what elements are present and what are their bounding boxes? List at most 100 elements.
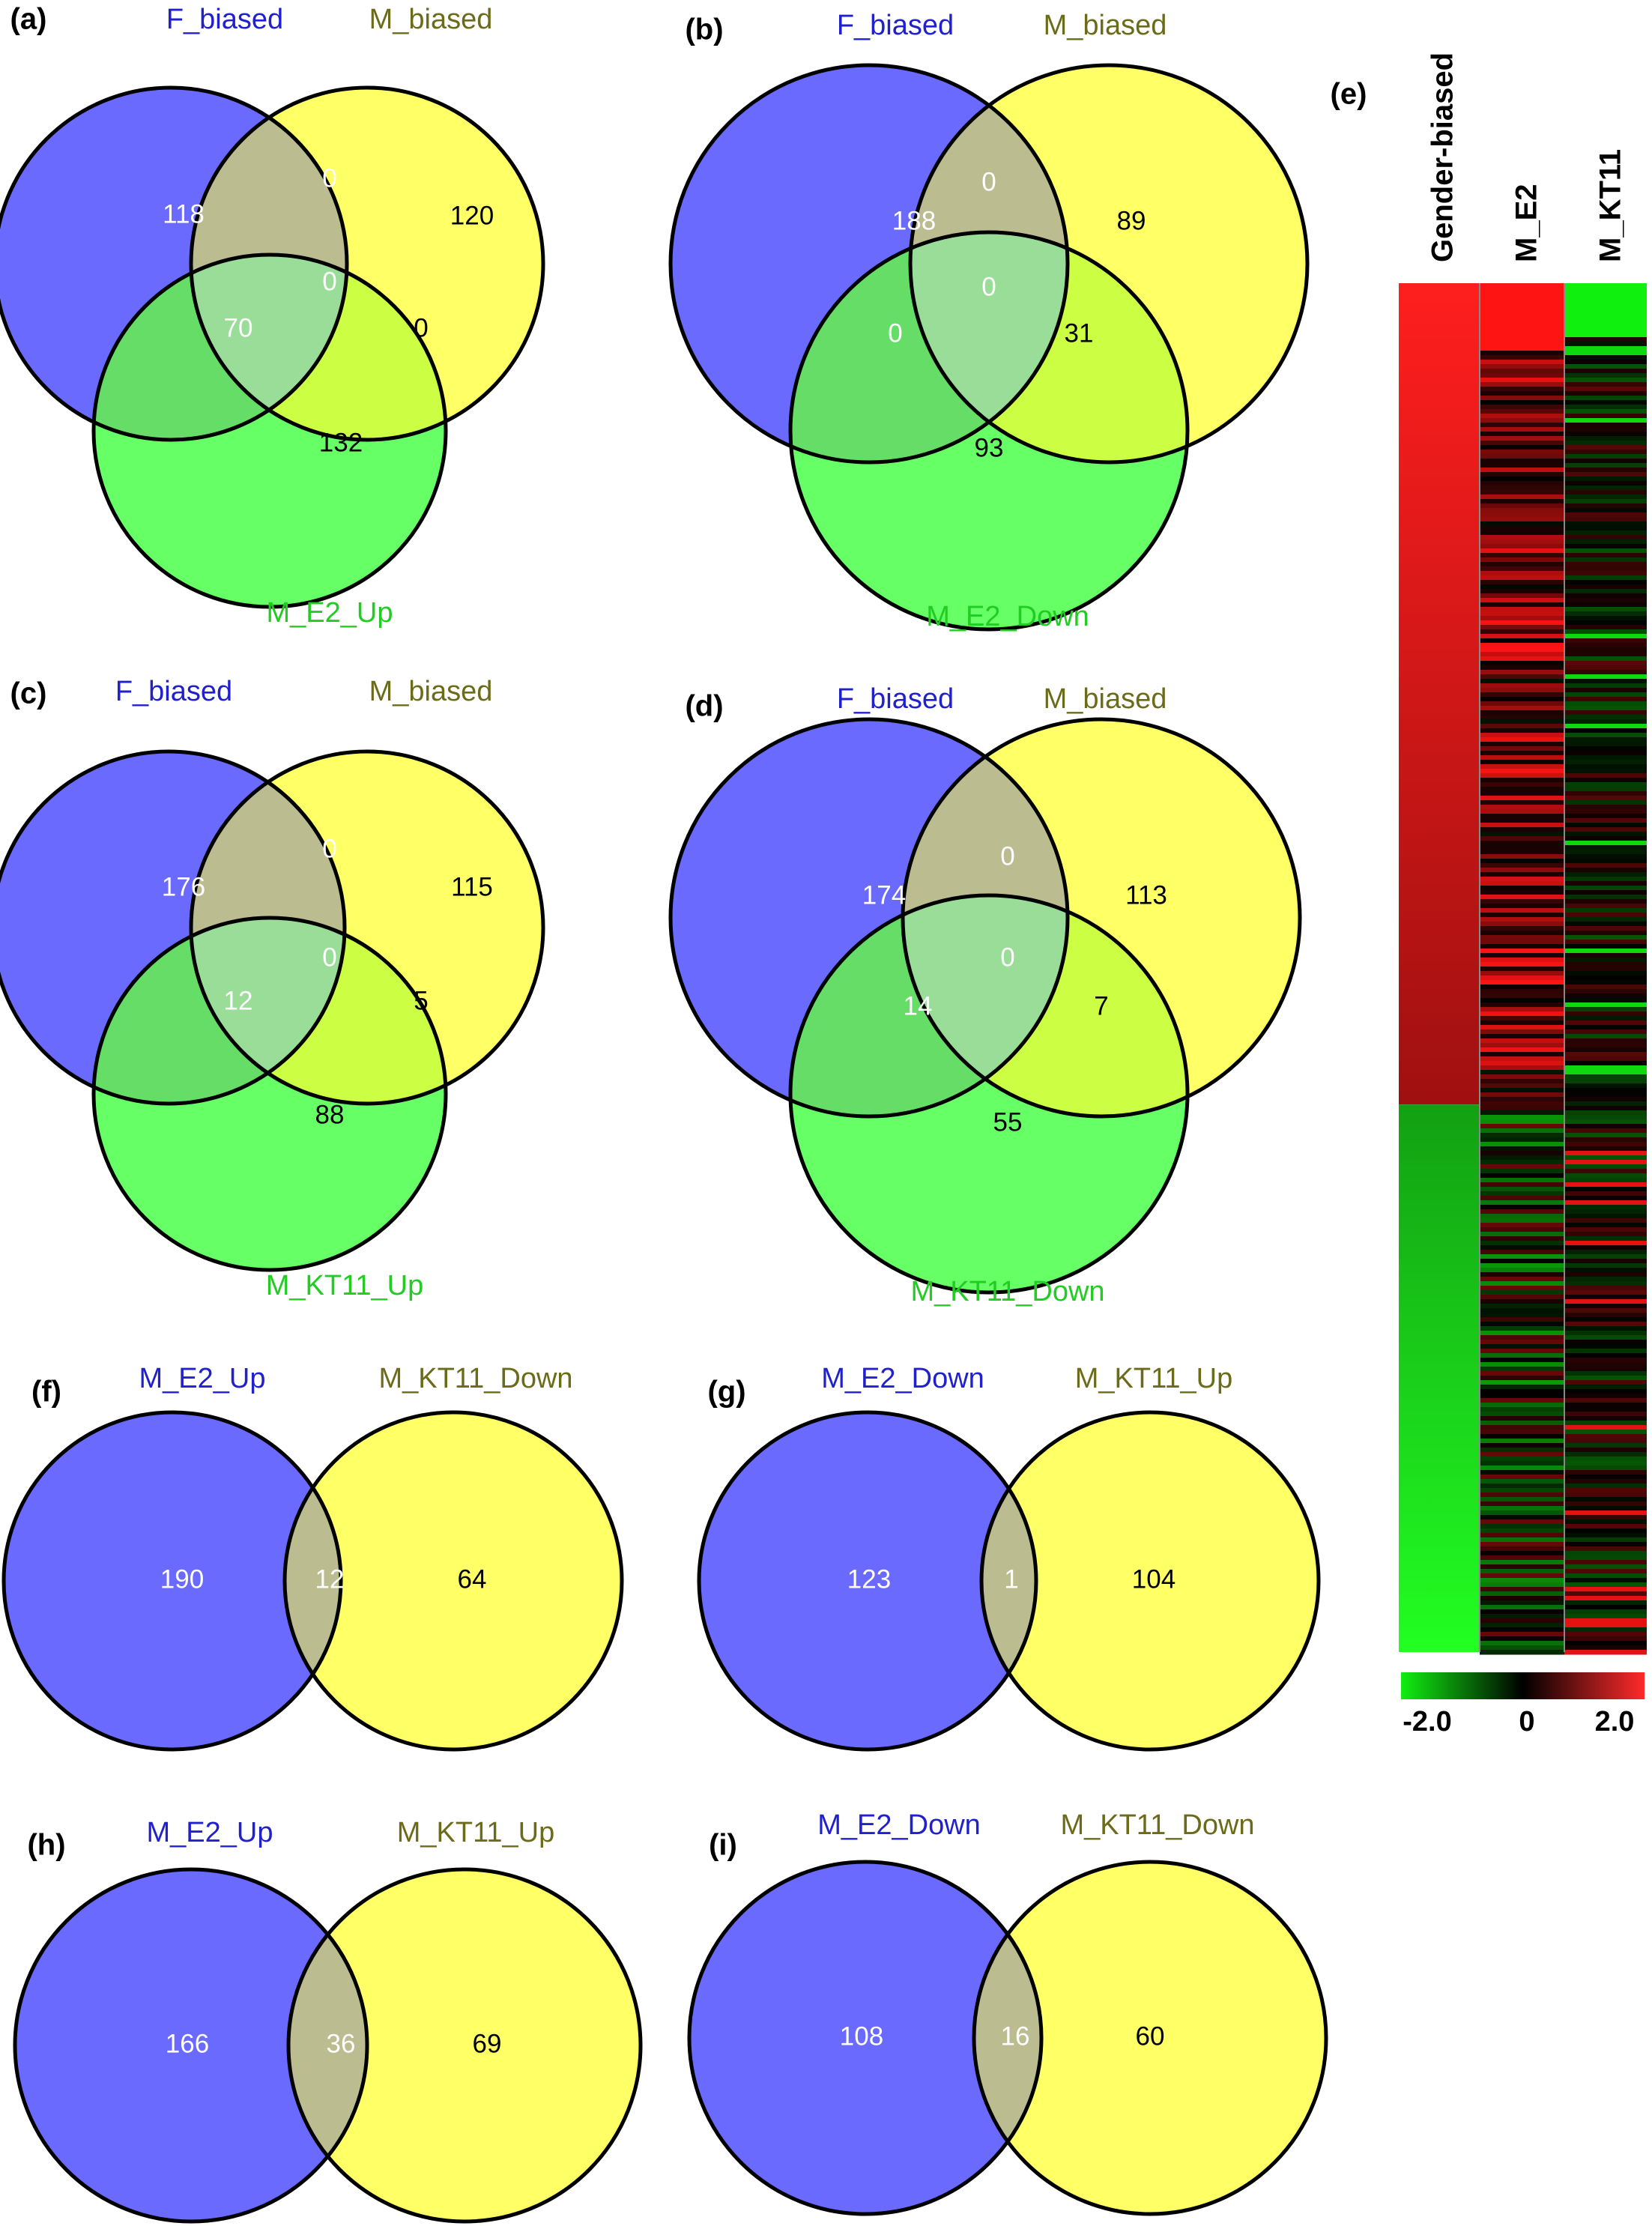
- heatmap-cell: [1564, 1434, 1647, 1439]
- heatmap-cell: [1564, 881, 1647, 886]
- heatmap-cell: [1564, 782, 1647, 787]
- heatmap-cell: [1564, 382, 1647, 387]
- heatmap-cell: [1480, 1281, 1564, 1286]
- heatmap-cell: [1480, 634, 1564, 639]
- heatmap-cell: [1480, 1146, 1564, 1152]
- heatmap-cell: [1480, 1515, 1564, 1520]
- heatmap-cell: [1480, 1344, 1564, 1349]
- heatmap-cell: [1564, 1596, 1647, 1601]
- heatmap-cell: [1480, 728, 1564, 734]
- heatmap-cell: [1564, 1232, 1647, 1237]
- heatmap-cell: [1564, 1430, 1647, 1435]
- heatmap-cell: [1564, 535, 1647, 540]
- heatmap-cell: [1480, 904, 1564, 909]
- set-b-circle: [288, 1869, 641, 2222]
- heatmap-cell: [1564, 333, 1647, 338]
- heatmap-cell: [1480, 1218, 1564, 1224]
- heatmap-cell: [1564, 418, 1647, 423]
- heatmap-cell: [1564, 1178, 1647, 1183]
- heatmap-cell: [1480, 1443, 1564, 1448]
- heatmap-cell: [1480, 1528, 1564, 1534]
- heatmap-cell: [1564, 1137, 1647, 1143]
- set-a-label: F_biased: [115, 676, 232, 707]
- heatmap-cell: [1564, 1452, 1647, 1457]
- set-outline-2: [788, 230, 1190, 632]
- heatmap-cell: [1564, 1528, 1647, 1534]
- heatmap-cell: [1564, 931, 1647, 936]
- set-outline-0: [687, 1860, 1044, 2216]
- heatmap-cell: [1480, 1155, 1564, 1161]
- heatmap-cell: [1564, 548, 1647, 554]
- heatmap-cell: [1480, 1245, 1564, 1250]
- heatmap-cell: [1480, 575, 1564, 581]
- heatmap-cell: [1480, 441, 1564, 446]
- heatmap-cell: [1564, 1605, 1647, 1610]
- set-a-circle: [4, 1412, 341, 1749]
- heatmap-cell: [1480, 459, 1564, 464]
- heatmap-divider: [1479, 283, 1480, 1652]
- heatmap-cell: [1564, 751, 1647, 756]
- heatmap-cell: [1480, 414, 1564, 419]
- heatmap-cell: [1480, 1092, 1564, 1098]
- heatmap-cell: [1564, 1484, 1647, 1489]
- set-a-label: F_biased: [837, 10, 954, 41]
- heatmap-cell: [1480, 450, 1564, 455]
- heatmap-cell: [1480, 319, 1564, 324]
- count-bc: 5: [414, 986, 428, 1015]
- heatmap-cell: [1564, 459, 1647, 464]
- heatmap-cell: [1480, 1322, 1564, 1327]
- panel-label: (b): [685, 13, 723, 46]
- heatmap-cell: [1480, 355, 1564, 360]
- heatmap-cell: [1564, 1371, 1647, 1376]
- heatmap-cell: [1564, 1380, 1647, 1385]
- heatmap-cell: [1564, 1025, 1647, 1030]
- count-bc: 7: [1094, 991, 1108, 1020]
- heatmap-cell: [1564, 1083, 1647, 1089]
- heatmap-cell: [1564, 1304, 1647, 1309]
- heatmap-cell: [1564, 692, 1647, 698]
- count-ab: 0: [1000, 841, 1014, 871]
- heatmap-cell: [1480, 850, 1564, 855]
- heatmap-cell: [1480, 895, 1564, 900]
- heatmap-cell: [1564, 800, 1647, 805]
- heatmap-cell: [1564, 1214, 1647, 1219]
- heatmap-cell: [1480, 926, 1564, 931]
- heatmap-cell: [1564, 436, 1647, 441]
- set-outline-2: [788, 893, 1190, 1295]
- heatmap-cell: [1564, 1475, 1647, 1480]
- heatmap-cell: [1564, 1164, 1647, 1170]
- heatmap-cell: [1480, 566, 1564, 572]
- heatmap-cell: [1564, 512, 1647, 518]
- heatmap-cell: [1480, 418, 1564, 423]
- heatmap-cell: [1564, 908, 1647, 913]
- set-outline-0: [668, 717, 1070, 1119]
- heatmap-cell: [1480, 890, 1564, 895]
- heatmap-cell: [1564, 1340, 1647, 1345]
- count-ab: 36: [327, 2029, 356, 2058]
- heatmap-cell: [1564, 1385, 1647, 1390]
- set-b-label: M_KT11_Down: [378, 1363, 572, 1394]
- heatmap-cell: [1564, 1268, 1647, 1273]
- heatmap-cell: [1564, 1582, 1647, 1588]
- heatmap-cell: [1564, 683, 1647, 689]
- heatmap-cell: [1480, 1466, 1564, 1471]
- heatmap-cell: [1564, 836, 1647, 841]
- count-b: 69: [473, 2029, 502, 2058]
- heatmap-cell: [1480, 656, 1564, 662]
- heatmap-cell: [1480, 521, 1564, 527]
- heatmap-cell: [1480, 854, 1564, 859]
- heatmap-cell: [1564, 427, 1647, 432]
- heatmap-cell: [1564, 490, 1647, 495]
- heatmap-cell: [1564, 769, 1647, 774]
- heatmap-cell: [1564, 724, 1647, 729]
- heatmap-cell: [1480, 841, 1564, 846]
- heatmap-cell: [1564, 1128, 1647, 1134]
- heatmap-cell: [1480, 1209, 1564, 1215]
- heatmap-cell: [1564, 1439, 1647, 1444]
- heatmap-cell: [1480, 1191, 1564, 1197]
- heatmap-cell: [1564, 1173, 1647, 1179]
- heatmap-cell: [1564, 1227, 1647, 1233]
- heatmap-cell: [1480, 1317, 1564, 1322]
- heatmap-cell: [1564, 1241, 1647, 1246]
- heatmap-cell: [1564, 845, 1647, 850]
